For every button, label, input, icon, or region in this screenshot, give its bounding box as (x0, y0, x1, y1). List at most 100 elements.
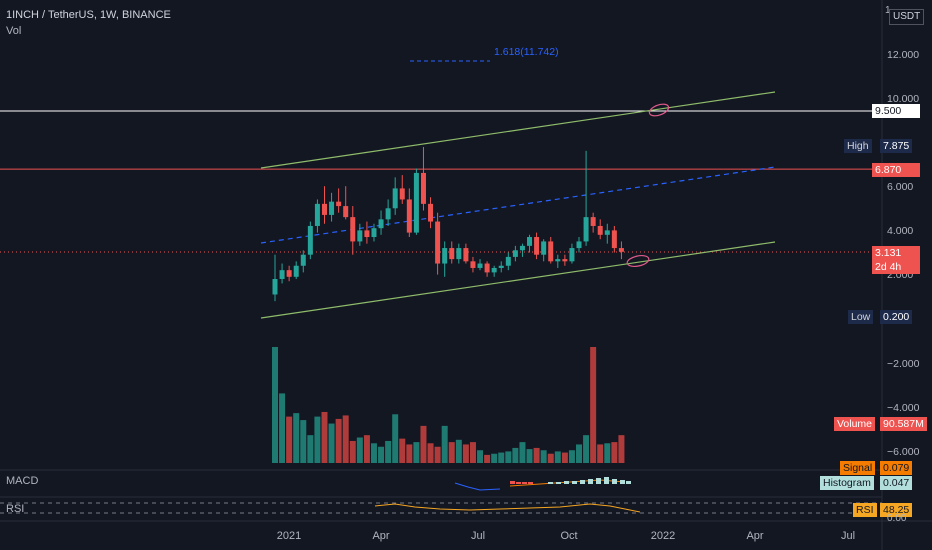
time-tick: 2022 (650, 530, 676, 542)
high-title-tag: High (844, 139, 872, 153)
currency-button[interactable]: USDT (889, 9, 925, 25)
candle-body (314, 203, 320, 226)
candle-body (583, 217, 589, 242)
volume-bar (618, 435, 625, 463)
candle-body (357, 230, 363, 242)
last-price-tag: 3.131 (872, 246, 920, 260)
macd-histogram-title: Histogram (820, 476, 874, 490)
time-tick: 2021 (276, 530, 302, 542)
bar-countdown-tag: 2d 4h (872, 260, 920, 274)
volume-bar (420, 425, 427, 463)
candle-body (456, 248, 462, 260)
rsi-scale-bottom: 0.00 (887, 513, 907, 524)
low-title-tag: Low (848, 310, 874, 324)
macd-histogram-bar (572, 481, 577, 484)
low-value-tag: 0.200 (880, 310, 913, 324)
volume-bar (356, 437, 363, 463)
volume-bar (300, 420, 307, 463)
candle-body (611, 230, 617, 249)
candle-body (576, 241, 582, 249)
volume-bar (321, 411, 328, 463)
candle-body (350, 217, 356, 242)
rsi-label[interactable]: RSI (6, 503, 25, 515)
macd-histogram-bar (556, 482, 561, 484)
volume-bar (604, 443, 611, 463)
volume-bar (349, 440, 356, 463)
candle-body (484, 263, 490, 273)
high-value-tag: 7.875 (880, 139, 913, 153)
volume-bar (434, 446, 441, 463)
volume-bar (526, 449, 533, 463)
symbol-title[interactable]: 1INCH / TetherUS, 1W, BINANCE (6, 9, 171, 21)
time-tick: Jul (470, 530, 486, 542)
macd-histogram-bar (548, 482, 553, 484)
candle-body (413, 172, 419, 233)
candle-body (399, 188, 405, 200)
volume-bar (342, 415, 349, 463)
candle-body (329, 201, 335, 215)
time-tick: Apr (746, 530, 764, 542)
fib-extension-label: 1.618(11.742) (494, 46, 559, 58)
macd-label[interactable]: MACD (6, 475, 39, 487)
volume-bar (540, 450, 547, 463)
volume-bar (512, 447, 519, 463)
price-tick: −6.000 (887, 446, 920, 458)
candle-body (378, 219, 384, 229)
volume-bar (286, 416, 293, 463)
macd-histogram-bar (580, 480, 585, 484)
candle-body (449, 248, 455, 260)
rsi-title-tag: RSI (853, 503, 877, 517)
macd-histogram-bar (588, 479, 593, 484)
price-tick: 12.000 (887, 49, 920, 61)
price-tick: 10.000 (887, 93, 920, 105)
volume-bar (370, 443, 377, 463)
volume-bar (455, 439, 462, 463)
volume-bar (583, 435, 590, 463)
volume-bar (554, 451, 561, 463)
volume-bar (484, 454, 491, 463)
volume-bar (469, 442, 476, 463)
volume-bar (590, 347, 597, 463)
candle-body (272, 279, 278, 295)
price-tick: 6.000 (887, 181, 914, 193)
candle-body (597, 225, 603, 235)
macd-line (454, 482, 501, 491)
price-tick: 4.000 (887, 225, 914, 237)
macd-histogram-bar (510, 481, 515, 484)
touch-marker-ellipse (626, 255, 650, 267)
volume-bar (363, 435, 370, 463)
candle-body (300, 254, 306, 266)
candle-body (307, 225, 313, 255)
candle-body (279, 270, 285, 280)
volume-bar (441, 425, 448, 463)
volume-bar (448, 442, 455, 463)
volume-bar (491, 453, 498, 463)
candle-body (477, 263, 483, 268)
candle-body (590, 217, 596, 226)
candle-body (527, 237, 533, 246)
candle-body (463, 248, 469, 262)
touch-marker-ellipse (648, 103, 670, 117)
candle-body (428, 203, 434, 222)
volume-bar (561, 452, 568, 463)
volume-bar (427, 443, 434, 463)
volume-bar (385, 440, 392, 463)
time-tick: Apr (372, 530, 390, 542)
volume-indicator-label[interactable]: Vol (6, 25, 22, 37)
candle-body (541, 241, 547, 255)
candle-body (604, 230, 610, 235)
price-tick: −4.000 (887, 402, 920, 414)
volume-bar (533, 447, 540, 463)
volume-bar (519, 442, 526, 463)
volume-bar (307, 435, 314, 463)
macd-histogram-bar (604, 477, 609, 484)
candle-body (519, 245, 525, 251)
volume-bar (611, 442, 618, 463)
white-level-tag[interactable]: 9.500 (872, 104, 920, 118)
candle-body (343, 206, 349, 218)
macd-histogram-bar (522, 482, 527, 484)
candle-body (555, 259, 561, 262)
candle-body (534, 237, 540, 255)
red-level-tag[interactable]: 6.870 (872, 163, 920, 177)
